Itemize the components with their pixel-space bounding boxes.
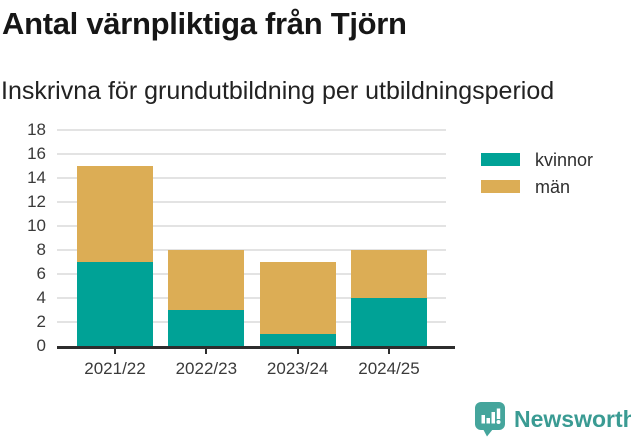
y-tick-label: 4: [36, 288, 46, 307]
gridline: [57, 129, 446, 131]
legend-label: män: [535, 176, 571, 197]
legend-item-män: män: [481, 174, 593, 199]
gridline: [57, 225, 446, 227]
gridline: [57, 177, 446, 179]
y-tick-label: 18: [27, 120, 46, 139]
bar-segment-kvinnor: [259, 334, 336, 346]
x-tick-label: 2021/22: [84, 359, 146, 378]
gridline: [57, 297, 446, 299]
chart-title: Antal värnpliktiga från Tjörn: [2, 6, 407, 41]
y-tick-label: 16: [27, 144, 46, 163]
brand-name: Newsworthy: [514, 405, 631, 432]
gridline: [57, 201, 446, 203]
legend: kvinnor män: [481, 147, 593, 201]
y-tick-label: 2: [36, 312, 46, 331]
gridline: [57, 273, 446, 275]
y-tick-label: 0: [36, 336, 46, 355]
y-tick-label: 14: [27, 168, 46, 187]
y-tick-label: 8: [36, 240, 46, 259]
brand-footer: Newsworthy: [474, 401, 631, 437]
x-tick-mark: [387, 349, 390, 354]
newsworthy-logo-icon: [475, 402, 505, 437]
x-tick-mark: [296, 349, 299, 354]
legend-swatch: [481, 180, 520, 193]
bar-segment-män: [259, 262, 336, 334]
x-tick-mark: [205, 349, 208, 354]
y-tick-label: 10: [27, 216, 46, 235]
bar-segment-kvinnor: [168, 310, 245, 346]
bar-segment-kvinnor: [350, 298, 427, 346]
chart-subtitle: Inskrivna för grundutbildning per utbild…: [1, 77, 555, 105]
bar-segment-män: [168, 250, 245, 310]
legend-swatch: [481, 153, 520, 166]
gridline: [57, 321, 446, 323]
y-tick-label: 6: [36, 264, 46, 283]
x-tick-label: 2024/25: [358, 359, 420, 378]
bar-segment-män: [77, 166, 153, 262]
x-tick-label: 2022/23: [175, 359, 238, 378]
x-tick-mark: [114, 349, 116, 354]
x-tick-label: 2023/24: [266, 359, 329, 378]
bar-segment-män: [350, 250, 427, 298]
y-tick-label: 12: [27, 192, 46, 211]
legend-label: kvinnor: [535, 149, 594, 170]
bar-segment-kvinnor: [77, 262, 153, 346]
x-axis-line: [57, 346, 455, 349]
gridline: [57, 153, 446, 155]
gridline: [57, 249, 446, 251]
legend-item-kvinnor: kvinnor: [481, 147, 593, 172]
